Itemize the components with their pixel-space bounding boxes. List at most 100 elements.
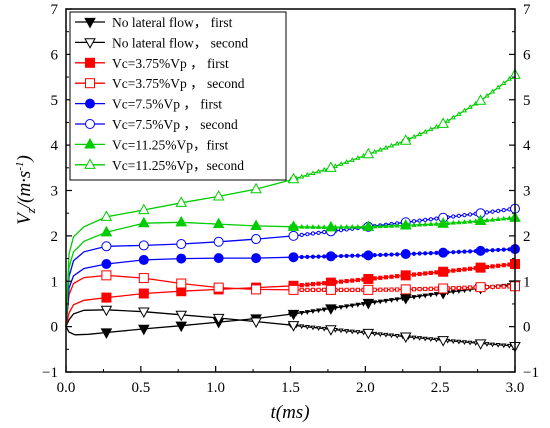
- series-sample-mark: [468, 249, 473, 254]
- series-sample-mark: [377, 299, 383, 305]
- legend-marker: [85, 57, 95, 68]
- series-sample-mark: [338, 279, 344, 284]
- series-sample-mark: [338, 228, 344, 233]
- series-sample-mark: [467, 340, 473, 346]
- data-point: [288, 252, 299, 263]
- y-tick-label-left: 5: [51, 93, 59, 109]
- y-tick-label-left: 3: [51, 184, 59, 200]
- series-sample-mark: [372, 300, 378, 306]
- series-sample-mark: [445, 338, 451, 344]
- data-point: [138, 203, 150, 215]
- series-sample-mark: [461, 107, 468, 113]
- series-sample-mark: [388, 298, 395, 303]
- series-sample-mark: [316, 281, 321, 286]
- data-point: [213, 236, 224, 247]
- series-sample-mark: [495, 343, 501, 348]
- series-sample-mark: [395, 287, 400, 292]
- y-axis-title-sub: z: [23, 208, 38, 214]
- data-point: [438, 247, 449, 258]
- series-sample-mark: [501, 215, 507, 221]
- series-sample-mark: [310, 254, 316, 259]
- legend-item: No lateral flow， first: [75, 15, 233, 30]
- series-sample-mark: [501, 208, 506, 213]
- series-sample-mark: [461, 340, 468, 346]
- series-sample-mark: [428, 126, 434, 132]
- series-sample-mark: [394, 222, 400, 228]
- series-sample-mark: [388, 142, 395, 148]
- legend-label: Vc=3.75%Vp ， first: [112, 56, 229, 71]
- series-sample-mark: [383, 223, 389, 228]
- series-sample-mark: [315, 168, 322, 174]
- data-point: [363, 273, 374, 284]
- legend-label: Vc=3.75%Vp ， second: [112, 76, 245, 91]
- series-sample-mark: [394, 333, 400, 339]
- series-sample-mark: [304, 310, 310, 315]
- series-sample-mark: [332, 163, 339, 168]
- legend-label: Vc=7.5%Vp ， first: [112, 97, 222, 112]
- series-sample-mark: [310, 287, 316, 292]
- y-tick-label-left: 6: [51, 47, 59, 63]
- data-point: [250, 219, 262, 230]
- data-point: [175, 321, 188, 333]
- series-sample-mark: [299, 310, 305, 316]
- series-2: [65, 305, 521, 353]
- series-sample-mark: [417, 218, 422, 223]
- data-point: [362, 147, 375, 159]
- series-sample-mark: [428, 270, 433, 276]
- series-sample-mark: [299, 232, 304, 237]
- series-sample-mark: [338, 287, 344, 292]
- series-sample-mark: [299, 324, 305, 330]
- series-sample-mark: [490, 264, 495, 269]
- data-point: [474, 339, 487, 350]
- legend-marker: [84, 17, 96, 29]
- series-sample-mark: [428, 337, 434, 342]
- series-sample-mark: [484, 210, 490, 215]
- series-sample-mark: [355, 253, 360, 258]
- series-sample-mark: [372, 331, 378, 337]
- series-sample-mark: [428, 286, 433, 291]
- data-point: [287, 321, 300, 332]
- series-sample-mark: [322, 287, 327, 292]
- data-point: [101, 259, 112, 270]
- series-sample-mark: [451, 268, 456, 273]
- x-tick-label: 0.0: [57, 380, 76, 396]
- series-sample-mark: [316, 254, 321, 259]
- data-point: [176, 278, 187, 289]
- series-sample-mark: [349, 157, 355, 162]
- legend-item: Vc=11.25%Vp，first: [75, 137, 228, 152]
- legend-marker: [84, 38, 96, 49]
- series-sample-mark: [388, 222, 395, 228]
- series-sample-mark: [411, 222, 417, 227]
- series-sample-mark: [321, 224, 327, 229]
- series-sample-mark: [456, 285, 461, 291]
- series-sample-mark: [310, 170, 316, 176]
- series-sample-mark: [450, 339, 456, 345]
- data-point: [100, 305, 113, 317]
- x-axis-title: t(ms): [270, 402, 309, 423]
- y-tick-label-right: 5: [523, 93, 531, 109]
- data-point: [175, 310, 188, 322]
- series-sample-mark: [377, 146, 383, 152]
- data-point: [399, 219, 412, 230]
- data-point: [325, 161, 337, 172]
- series-sample-mark: [434, 216, 439, 221]
- series-sample-mark: [378, 252, 383, 258]
- series-sample-mark: [322, 230, 327, 235]
- series-sample-mark: [383, 332, 389, 338]
- data-point: [251, 234, 262, 245]
- data-point: [176, 239, 187, 250]
- series-sample-mark: [467, 218, 473, 224]
- series-sample-mark: [395, 274, 400, 279]
- series-sample-mark: [389, 252, 394, 257]
- series-4: [65, 270, 520, 327]
- data-point: [138, 288, 149, 299]
- series-sample-mark: [360, 301, 367, 307]
- x-tick-label: 3.0: [506, 380, 525, 396]
- y-tick-label-right: 0: [523, 320, 531, 336]
- series-sample-mark: [383, 252, 389, 257]
- series-sample-mark: [489, 342, 496, 348]
- series-sample-mark: [304, 172, 310, 177]
- series-sample-mark: [322, 254, 327, 259]
- series-sample-mark: [495, 84, 501, 90]
- series-sample-mark: [304, 224, 310, 229]
